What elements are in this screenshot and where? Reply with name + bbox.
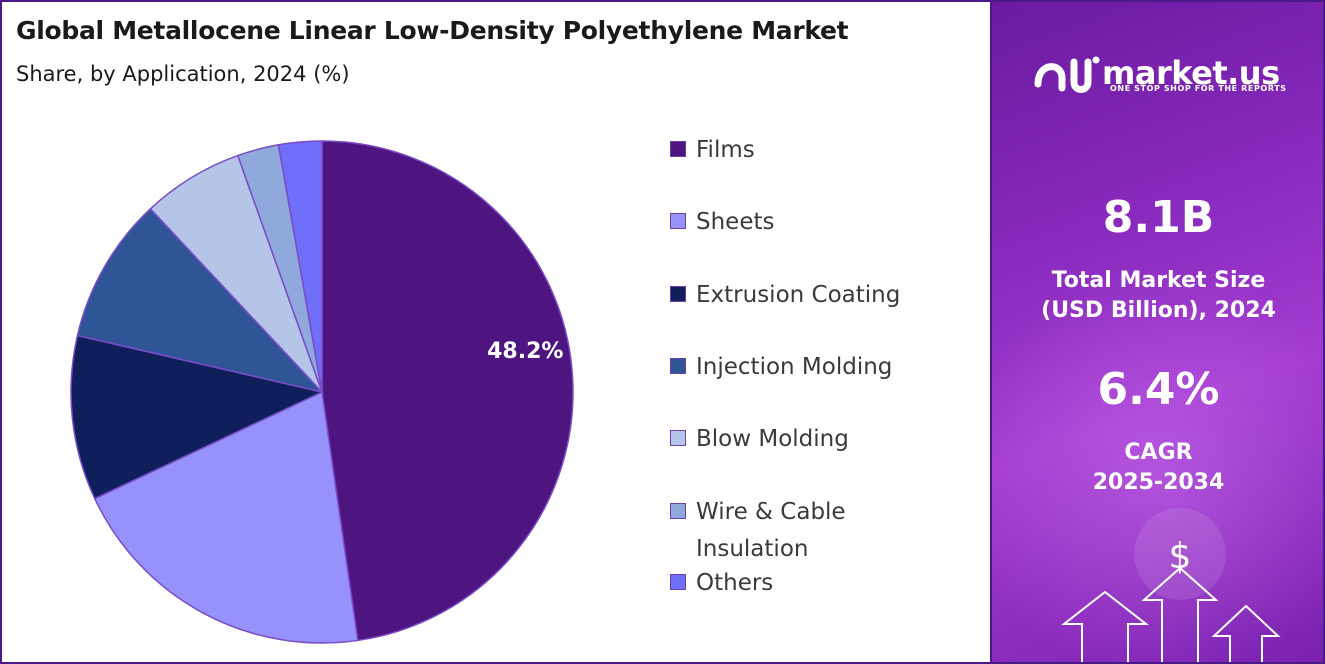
legend-item-sheets: Sheets bbox=[670, 204, 936, 241]
background-decor: $ bbox=[1061, 508, 1281, 662]
legend-item-blow-molding: Blow Molding bbox=[670, 421, 936, 458]
legend-swatch bbox=[670, 141, 686, 157]
market-size-label-line1: Total Market Size bbox=[1051, 268, 1266, 293]
chart-subtitle: Share, by Application, 2024 (%) bbox=[16, 62, 350, 86]
legend-label: Wire & Cable Insulation bbox=[696, 499, 846, 562]
pie-chart: 48.2% bbox=[70, 140, 574, 644]
legend-label: Sheets bbox=[696, 209, 775, 235]
legend-item-others: Others bbox=[670, 565, 936, 602]
data-label-films: 48.2% bbox=[487, 339, 563, 364]
legend-swatch bbox=[670, 503, 686, 519]
market-size-label-line2: (USD Billion), 2024 bbox=[1041, 298, 1276, 323]
legend-label: Others bbox=[696, 570, 774, 596]
chart-title: Global Metallocene Linear Low-Density Po… bbox=[16, 16, 849, 45]
legend-label: Films bbox=[696, 137, 755, 163]
stats-panel: $ market.us ONE STOP SHOP FOR THE REPORT… bbox=[990, 2, 1323, 662]
legend-label: Extrusion Coating bbox=[696, 282, 901, 308]
market-size-value: 8.1B bbox=[1102, 192, 1215, 243]
legend-item-wire-and-cable-insulation: Wire & Cable Insulation bbox=[670, 494, 936, 568]
legend-swatch bbox=[670, 286, 686, 302]
pie-slice-sheets bbox=[93, 390, 359, 644]
brand-logo: market.us ONE STOP SHOP FOR THE REPORTS bbox=[1032, 48, 1286, 98]
legend-swatch bbox=[670, 574, 686, 590]
legend-label: Injection Molding bbox=[696, 354, 893, 380]
pie-slice-extrusion-coating bbox=[70, 334, 325, 500]
pie-slice-films bbox=[321, 140, 574, 642]
chart-panel: Global Metallocene Linear Low-Density Po… bbox=[2, 2, 990, 662]
brand-tagline: ONE STOP SHOP FOR THE REPORTS bbox=[1110, 84, 1287, 93]
legend-item-injection-molding: Injection Molding bbox=[670, 349, 936, 386]
cagr-label-line2: 2025-2034 bbox=[1092, 470, 1225, 495]
pie-slice-injection-molding bbox=[76, 207, 325, 394]
cagr-label-line1: CAGR bbox=[1124, 440, 1193, 465]
legend-item-extrusion-coating: Extrusion Coating bbox=[670, 277, 936, 314]
pie-slice-others bbox=[277, 140, 323, 393]
legend-item-films: Films bbox=[670, 132, 936, 169]
legend-swatch bbox=[670, 430, 686, 446]
brand-name: market.us bbox=[1102, 54, 1280, 92]
legend-label: Blow Molding bbox=[696, 426, 849, 452]
up-arrow-icon bbox=[1061, 566, 1281, 662]
market-us-logo-icon bbox=[1034, 56, 1100, 93]
legend-swatch bbox=[670, 358, 686, 374]
legend-swatch bbox=[670, 213, 686, 229]
coin-shape bbox=[1134, 508, 1226, 600]
cagr-value: 6.4% bbox=[1097, 364, 1220, 415]
background-glow bbox=[992, 262, 1323, 662]
dollar-icon: $ bbox=[1169, 536, 1192, 577]
